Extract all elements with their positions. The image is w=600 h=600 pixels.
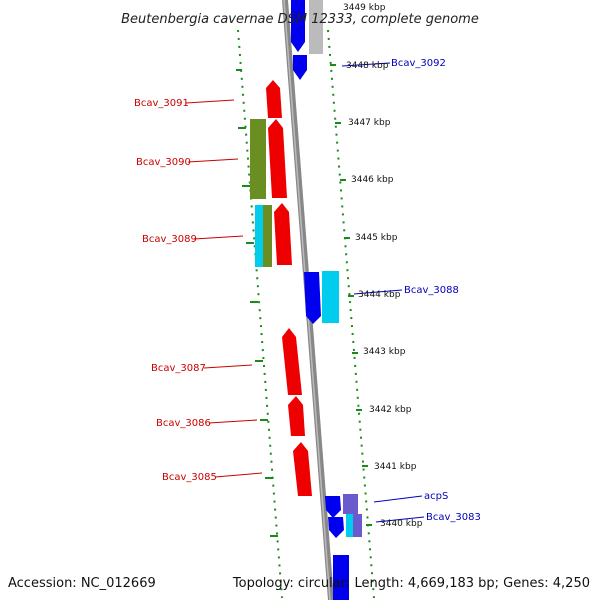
right-track-dashes: [330, 64, 372, 526]
gene-label-bcav-3091: Bcav_3091: [134, 98, 189, 109]
gene-bcav-3086: [288, 396, 305, 436]
gene-label-bcav-3087: Bcav_3087: [151, 363, 206, 374]
gene-bcav-3090-olive: [250, 119, 266, 199]
tick-label: 3441 kbp: [374, 462, 417, 472]
gene-acps-purple: [343, 494, 358, 514]
tick-label: 3448 kbp: [346, 61, 389, 71]
left-track-dashes: [236, 69, 278, 537]
reverse-gene-top: [291, 0, 305, 52]
gene-bcav-3087: [282, 328, 302, 395]
gene-label-bcav-3089: Bcav_3089: [142, 234, 197, 245]
tick-label: 3442 kbp: [369, 405, 412, 415]
grey-feature-top: [309, 0, 323, 54]
genome-summary-text: Topology: circular; Length: 4,669,183 bp…: [232, 576, 590, 591]
gene-bcav-3091: [266, 80, 282, 118]
gene-label-acps: acpS: [424, 491, 448, 502]
gene-bcav-3089: [274, 203, 292, 265]
gene-bcav-3083: [328, 517, 344, 538]
gene-label-bcav-3086: Bcav_3086: [156, 418, 211, 429]
gene-label-bcav-3083: Bcav_3083: [426, 512, 481, 523]
gene-bcav-3083-purple: [353, 514, 362, 537]
gene-bcav-3088: [304, 272, 321, 324]
reverse-gene-top-2: [293, 55, 307, 80]
gene-bcav-3083-cyan: [346, 514, 353, 537]
left-leaders: [185, 99, 263, 478]
gene-bcav-3088-cyan: [322, 271, 339, 323]
gene-bcav-3089-olive: [263, 205, 272, 267]
right-leaders: [341, 62, 425, 523]
tick-label: 3443 kbp: [363, 347, 406, 357]
tick-label: 3445 kbp: [355, 233, 398, 243]
gene-label-bcav-3088: Bcav_3088: [404, 285, 459, 296]
gene-bcav-3090: [268, 119, 287, 198]
top-genes: [291, 0, 323, 80]
tick-label: 3444 kbp: [358, 290, 401, 300]
gene-label-bcav-3090: Bcav_3090: [136, 157, 191, 168]
accession-text: Accession: NC_012669: [8, 576, 156, 591]
gene-label-bcav-3092: Bcav_3092: [391, 58, 446, 69]
diagram-title: Beutenbergia cavernae DSM 12333, complet…: [121, 12, 479, 27]
scale-labels: 3449 kbp 3448 kbp 3447 kbp 3446 kbp 3445…: [343, 3, 423, 529]
right-gene-labels: Bcav_3092 Bcav_3088 acpS Bcav_3083: [391, 58, 481, 523]
tick-label: 3440 kbp: [380, 519, 423, 529]
reverse-gene-bottom: [333, 555, 349, 600]
left-gene-labels: Bcav_3091 Bcav_3090 Bcav_3089 Bcav_3087 …: [134, 98, 217, 483]
gene-bcav-3089-cyan: [255, 205, 265, 267]
gene-bcav-3085: [293, 442, 312, 496]
gene-acps: [325, 496, 341, 518]
tick-label: 3446 kbp: [351, 175, 394, 185]
tick-label: 3447 kbp: [348, 118, 391, 128]
tick-label: 3449 kbp: [343, 3, 386, 13]
gene-label-bcav-3085: Bcav_3085: [162, 472, 217, 483]
